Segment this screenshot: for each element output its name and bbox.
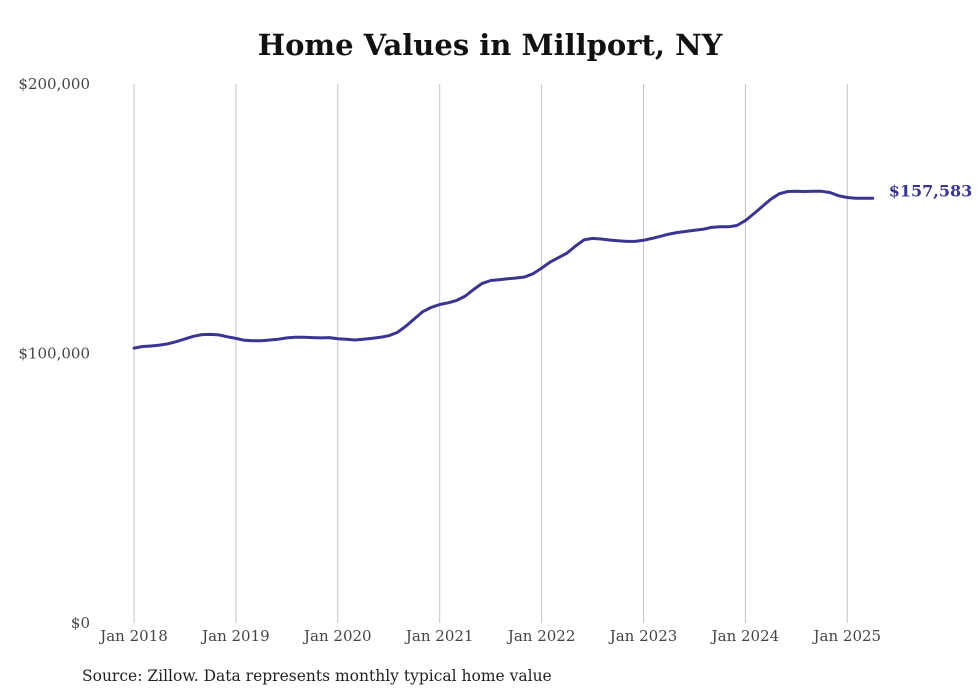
grid-lines [133,84,848,623]
series-line [132,189,875,350]
x-tick-label: Jan 2023 [608,627,678,645]
x-axis-ticks: Jan 2018 Jan 2019 Jan 2020 Jan 2021 Jan 2022… [98,627,881,645]
x-tick-label: Jan 2022 [506,627,576,645]
x-tick-label: Jan 2024 [710,627,780,645]
x-tick-label: Jan 2018 [98,627,168,645]
x-tick-label: Jan 2025 [812,627,882,645]
source-note: Source: Zillow. Data represents monthly … [82,667,552,685]
x-tick-label: Jan 2019 [200,627,270,645]
end-value-label: $157,583 [889,181,973,200]
x-tick-label: Jan 2020 [302,627,372,645]
chart-title: Home Values in Millport, NY [257,28,723,62]
y-tick-label: $200,000 [18,75,90,93]
y-tick-label: $0 [71,614,90,632]
y-axis-ticks: $0 $100,000 $200,000 [18,75,90,632]
x-tick-label: Jan 2021 [404,627,474,645]
y-tick-label: $100,000 [18,345,90,363]
